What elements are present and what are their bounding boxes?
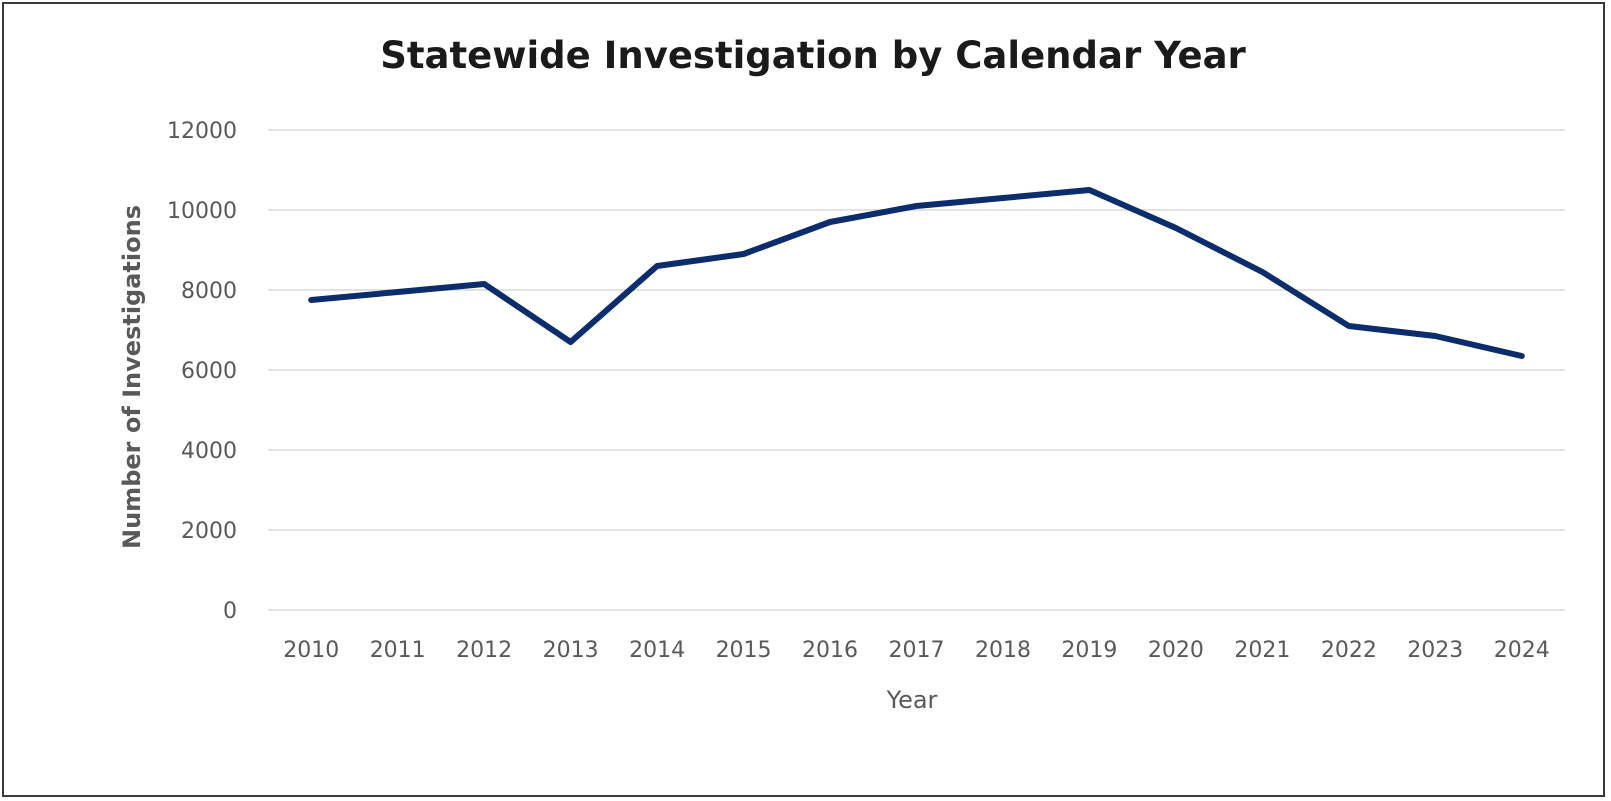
x-axis-label: Year: [886, 686, 938, 714]
y-tick-label: 12000: [167, 119, 237, 144]
x-tick-label: 2020: [1148, 638, 1204, 663]
y-tick-label: 4000: [181, 439, 237, 464]
series-layer: [308, 187, 1525, 359]
y-tick-label: 0: [223, 599, 237, 624]
x-tick-label: 2019: [1061, 638, 1117, 663]
y-axis-label: Number of Investigations: [118, 205, 146, 549]
x-tick-label: 2023: [1407, 638, 1463, 663]
x-tick-label: 2016: [802, 638, 858, 663]
x-tick-label: 2018: [975, 638, 1031, 663]
y-tick-label: 8000: [181, 279, 237, 304]
x-tick-label: 2015: [716, 638, 772, 663]
x-tick-label: 2021: [1234, 638, 1290, 663]
chart-title: Statewide Investigation by Calendar Year: [380, 34, 1246, 77]
x-tick-label: 2014: [629, 638, 685, 663]
x-tick-label: 2022: [1321, 638, 1377, 663]
series-line: [308, 187, 1525, 359]
x-tick-label: 2011: [370, 638, 426, 663]
x-tick-label: 2017: [889, 638, 945, 663]
y-tick-label: 6000: [181, 359, 237, 384]
y-tick-label: 10000: [167, 199, 237, 224]
y-tick-label: 2000: [181, 519, 237, 544]
x-tick-label: 2010: [283, 638, 339, 663]
x-tick-label: 2013: [543, 638, 599, 663]
x-tick-label: 2012: [456, 638, 512, 663]
y-axis-ticks: 0 2000 4000 6000 8000 10000 12000: [167, 119, 237, 624]
x-axis-ticks: 2010 2011 2012 2013 2014 2015 2016 2017 2018 2019…: [283, 638, 1550, 663]
gridlines: [268, 129, 1565, 611]
x-tick-label: 2024: [1494, 638, 1550, 663]
